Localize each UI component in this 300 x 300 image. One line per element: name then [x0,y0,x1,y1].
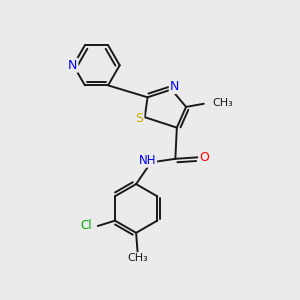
Text: CH₃: CH₃ [127,253,148,263]
Text: N: N [143,154,152,166]
Text: S: S [135,112,143,125]
Text: N: N [68,59,77,72]
Text: CH₃: CH₃ [212,98,233,108]
Text: O: O [199,151,209,164]
Text: NH: NH [139,154,156,166]
Text: N: N [170,80,179,93]
Text: Cl: Cl [80,220,92,232]
